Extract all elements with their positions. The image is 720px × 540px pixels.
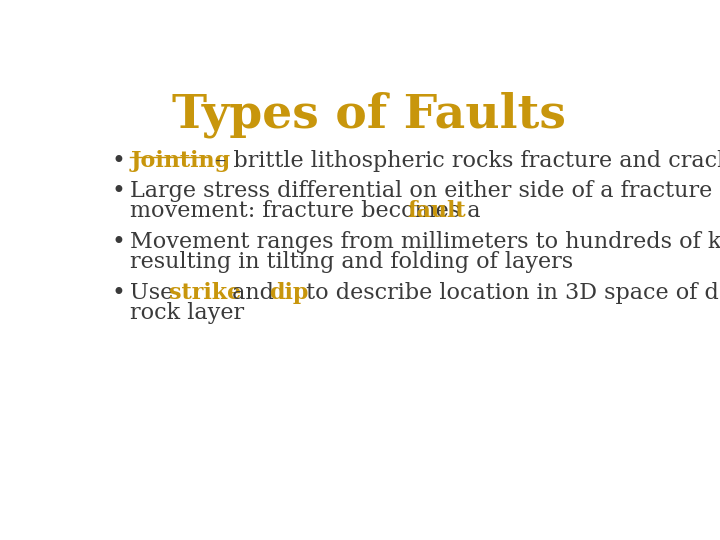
Text: to describe location in 3D space of deformed: to describe location in 3D space of defo… (300, 282, 720, 304)
Text: and: and (225, 282, 282, 304)
Text: – brittle lithospheric rocks fracture and crack: – brittle lithospheric rocks fracture an… (208, 150, 720, 172)
Text: •: • (112, 231, 125, 254)
Text: Large stress differential on either side of a fracture results in: Large stress differential on either side… (130, 180, 720, 202)
Text: Use: Use (130, 282, 181, 304)
Text: strike: strike (169, 282, 242, 304)
Text: Jointing: Jointing (130, 150, 230, 172)
Text: movement: fracture becomes a: movement: fracture becomes a (130, 200, 488, 222)
Text: •: • (112, 282, 125, 305)
Text: •: • (112, 180, 125, 203)
Text: •: • (112, 150, 125, 172)
Text: Types of Faults: Types of Faults (172, 92, 566, 138)
Text: dip: dip (269, 282, 308, 304)
Text: Movement ranges from millimeters to hundreds of kilometers,: Movement ranges from millimeters to hund… (130, 231, 720, 253)
Text: resulting in tilting and folding of layers: resulting in tilting and folding of laye… (130, 251, 573, 273)
Text: fault: fault (408, 200, 466, 222)
Text: rock layer: rock layer (130, 302, 244, 324)
